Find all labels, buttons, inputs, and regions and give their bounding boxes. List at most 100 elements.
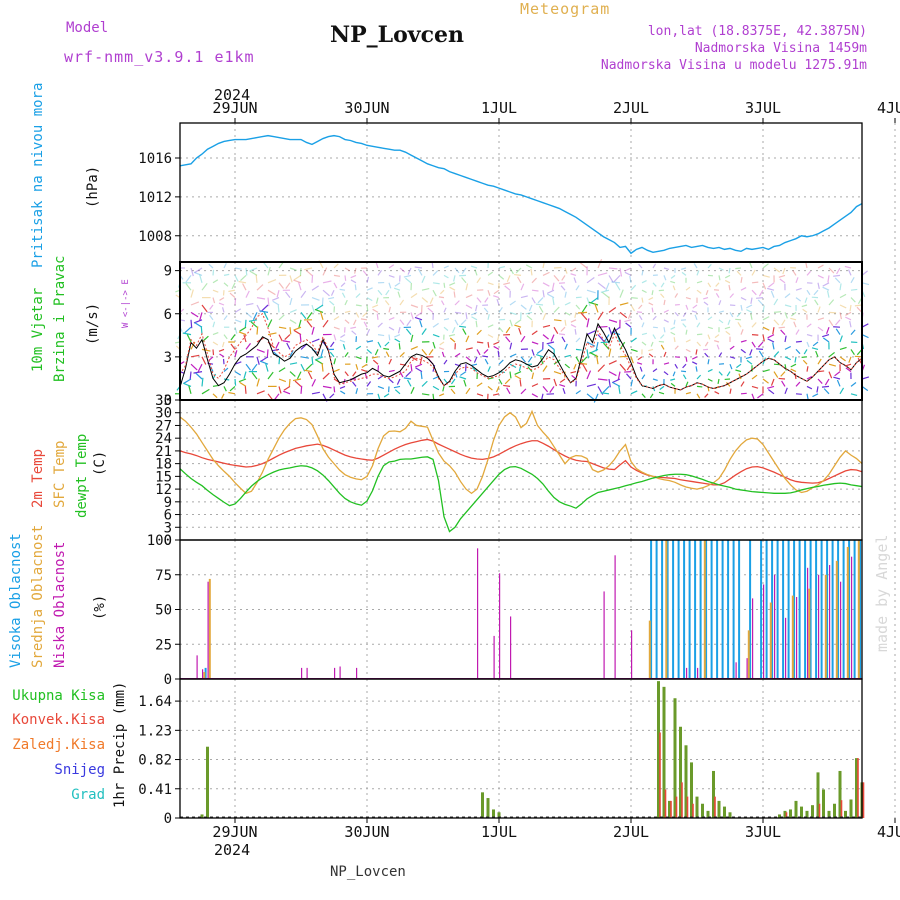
wind-barb (293, 279, 302, 284)
wind-barb (836, 379, 841, 387)
wind-barb (745, 356, 753, 360)
wind-barb (527, 356, 533, 363)
wind-barb (696, 374, 702, 380)
wind-barb (736, 270, 742, 276)
wind-barb (826, 290, 830, 298)
wind-barb (806, 323, 812, 328)
y-tick-label: 50 (155, 603, 172, 619)
wind-barb (410, 356, 418, 361)
wind-barb (626, 373, 632, 380)
wind-barb (806, 270, 812, 276)
wind-barb (762, 326, 770, 331)
wind-barb (716, 344, 720, 350)
precip-legend-total: Ukupna Kisa (12, 688, 105, 704)
wind-barb (475, 320, 478, 328)
wind-barb (861, 376, 870, 380)
wind-barb (600, 392, 610, 395)
wind-barb (639, 366, 643, 372)
wind-barb (746, 309, 753, 313)
wind-barb (790, 363, 797, 368)
wind-barb (652, 282, 657, 287)
wind-barb (740, 304, 743, 311)
wind-barb (421, 328, 427, 335)
y-tick-label: 6 (164, 508, 172, 524)
wind-barb (540, 357, 544, 365)
cloud-bar-visoka (771, 540, 774, 679)
wind-barb (476, 341, 484, 344)
wind-barb (267, 319, 273, 328)
precip-bar-conv (714, 796, 716, 818)
wind-barb (212, 279, 219, 284)
wind-barb (201, 282, 208, 291)
cloud-unit: (%) (92, 595, 108, 620)
wind-barb (443, 378, 448, 384)
wind-barb (767, 385, 775, 389)
wind-barb (520, 388, 527, 395)
wind-barb (802, 308, 808, 313)
wind-barb (329, 341, 335, 348)
wind-barb (190, 354, 200, 358)
wind-barb (344, 352, 349, 358)
wind-barb (553, 326, 559, 335)
wind-barb (364, 373, 368, 380)
wind-barb (421, 287, 430, 291)
wind-barb (564, 311, 571, 316)
wind-barb (714, 334, 720, 339)
wind-barb (718, 275, 721, 281)
wind-barb (439, 393, 445, 397)
wind-barb (641, 332, 648, 336)
wind-barb (414, 316, 423, 321)
wind-barb (465, 283, 469, 291)
precip-bar-total (811, 805, 814, 818)
wind-barb (811, 347, 819, 350)
wind-barb (550, 334, 555, 342)
cloud-bar-visoka (655, 540, 658, 679)
wind-barb (199, 274, 203, 283)
cloud-bar-visoka (815, 540, 818, 679)
cloud-bar-niska (202, 669, 204, 679)
wind-barb (505, 326, 511, 334)
wind-barb (443, 359, 448, 365)
footer-station: NP_Lovcen (330, 864, 406, 880)
wind-barb (239, 326, 247, 332)
wind-barb (410, 312, 414, 320)
wind-barb (239, 381, 247, 387)
wind-barb (850, 382, 857, 387)
wind-barb (638, 304, 643, 310)
wind-barb (429, 297, 434, 305)
wind-barb (443, 307, 447, 313)
wind-barb (861, 323, 869, 328)
wind-barb (415, 311, 423, 318)
wind-barb (526, 315, 533, 321)
wind-barb (267, 332, 277, 336)
wind-barb (542, 271, 550, 276)
wind-barb (750, 297, 753, 304)
wind-barb (212, 341, 219, 346)
wind-barb (333, 316, 340, 321)
cloud-bar-srednja (665, 540, 668, 679)
wind-barb (828, 299, 835, 306)
wind-barb (736, 311, 742, 318)
temp-unit: (C) (92, 451, 108, 476)
wind-barb (307, 371, 313, 380)
wind-barb (546, 341, 555, 345)
precip-bar-total (838, 770, 842, 818)
wind-barb (611, 281, 621, 284)
wind-barb (725, 330, 731, 336)
wind-barb (267, 371, 274, 380)
wind-barb (530, 268, 533, 276)
wind-barb (329, 393, 335, 399)
wind-barb (509, 319, 513, 327)
wind-barb (803, 349, 808, 355)
wind-barb (608, 267, 618, 270)
wind-barb (360, 318, 368, 321)
wind-barb (630, 284, 637, 291)
cloud-bar-srednja (791, 595, 794, 679)
wind-barb (441, 351, 445, 357)
wind-barb (531, 383, 539, 387)
wind-barb (802, 359, 808, 365)
wind-barb (586, 297, 591, 307)
wind-barb (518, 327, 522, 335)
wind-barb (255, 274, 258, 283)
wind-barb (795, 340, 802, 343)
